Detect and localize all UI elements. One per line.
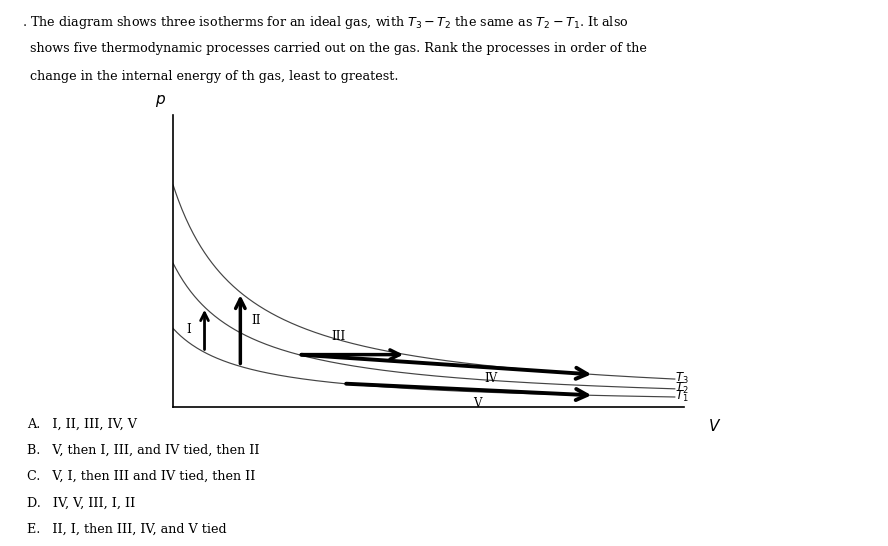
Text: $T_2$: $T_2$ [675, 381, 688, 396]
Text: V: V [473, 397, 482, 410]
Text: II: II [251, 314, 260, 327]
Text: B.   V, then I, III, and IV tied, then II: B. V, then I, III, and IV tied, then II [27, 444, 259, 457]
Text: $p$: $p$ [155, 93, 166, 109]
Text: IV: IV [485, 372, 498, 385]
Text: shows five thermodynamic processes carried out on the gas. Rank the processes in: shows five thermodynamic processes carri… [22, 42, 647, 55]
Text: C.   V, I, then III and IV tied, then II: C. V, I, then III and IV tied, then II [27, 470, 255, 483]
Text: $T_1$: $T_1$ [675, 389, 688, 405]
Text: . The diagram shows three isotherms for an ideal gas, with $T_3 - T_2$ the same : . The diagram shows three isotherms for … [22, 14, 629, 31]
Text: I: I [186, 323, 191, 336]
Text: III: III [332, 330, 346, 343]
Text: D.   IV, V, III, I, II: D. IV, V, III, I, II [27, 496, 135, 509]
Text: A.   I, II, III, IV, V: A. I, II, III, IV, V [27, 418, 137, 431]
Text: E.   II, I, then III, IV, and V tied: E. II, I, then III, IV, and V tied [27, 523, 226, 536]
Text: change in the internal energy of th gas, least to greatest.: change in the internal energy of th gas,… [22, 70, 399, 84]
Text: $V$: $V$ [708, 418, 721, 435]
Text: $T_3$: $T_3$ [675, 371, 688, 386]
